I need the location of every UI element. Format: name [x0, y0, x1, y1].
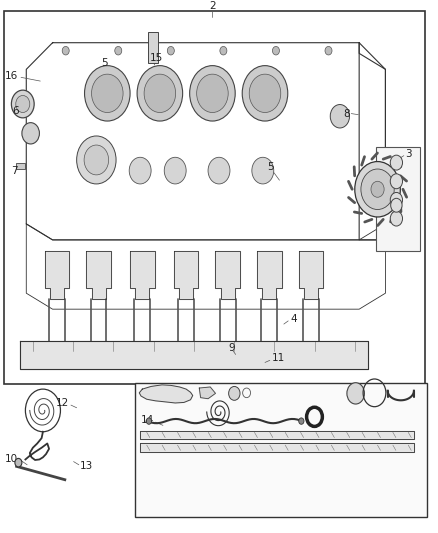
Circle shape — [355, 161, 400, 217]
Bar — [148, 32, 158, 63]
Text: 2: 2 — [209, 2, 216, 12]
Text: 16: 16 — [5, 71, 18, 81]
Circle shape — [330, 104, 350, 128]
Circle shape — [92, 74, 123, 112]
Circle shape — [85, 66, 130, 121]
Polygon shape — [20, 341, 368, 369]
Circle shape — [84, 145, 109, 175]
Text: 5: 5 — [267, 163, 274, 172]
Circle shape — [164, 157, 186, 184]
Circle shape — [137, 66, 183, 121]
Polygon shape — [45, 251, 69, 298]
Circle shape — [77, 136, 116, 184]
Circle shape — [390, 192, 403, 207]
Polygon shape — [130, 251, 155, 298]
Polygon shape — [140, 443, 414, 452]
Polygon shape — [359, 43, 385, 240]
Polygon shape — [299, 251, 323, 298]
Polygon shape — [139, 385, 193, 403]
Circle shape — [144, 74, 176, 112]
Circle shape — [115, 46, 122, 55]
Text: 12: 12 — [56, 399, 69, 408]
Circle shape — [299, 418, 304, 424]
Circle shape — [11, 90, 34, 118]
Text: 11: 11 — [272, 353, 285, 363]
Bar — [4, 11, 425, 384]
Circle shape — [249, 74, 281, 112]
Polygon shape — [215, 251, 240, 298]
Circle shape — [390, 155, 403, 170]
Polygon shape — [140, 431, 414, 439]
Circle shape — [62, 46, 69, 55]
Polygon shape — [86, 251, 111, 298]
Circle shape — [197, 74, 228, 112]
Bar — [376, 147, 420, 251]
Circle shape — [390, 211, 403, 226]
Circle shape — [129, 157, 151, 184]
Text: 4: 4 — [290, 314, 297, 324]
Circle shape — [167, 46, 174, 55]
Text: 5: 5 — [101, 58, 108, 68]
Bar — [135, 383, 427, 517]
Circle shape — [325, 46, 332, 55]
Text: 10: 10 — [5, 455, 18, 464]
Circle shape — [252, 157, 274, 184]
Circle shape — [208, 157, 230, 184]
Text: 14: 14 — [141, 415, 154, 425]
Text: 3: 3 — [405, 149, 412, 158]
Circle shape — [15, 458, 22, 467]
Text: 7: 7 — [11, 166, 18, 175]
Polygon shape — [199, 387, 215, 399]
Circle shape — [146, 418, 152, 424]
Circle shape — [229, 386, 240, 400]
Circle shape — [190, 66, 235, 121]
Circle shape — [390, 174, 403, 189]
Text: 15: 15 — [150, 53, 163, 63]
Polygon shape — [257, 251, 282, 298]
Circle shape — [347, 383, 364, 404]
Circle shape — [391, 198, 402, 212]
Circle shape — [361, 169, 394, 209]
Circle shape — [242, 66, 288, 121]
Polygon shape — [174, 251, 198, 298]
Circle shape — [22, 123, 39, 144]
Bar — [16, 163, 25, 169]
Circle shape — [16, 95, 30, 112]
Text: 8: 8 — [343, 109, 350, 118]
Circle shape — [220, 46, 227, 55]
Text: 6: 6 — [12, 106, 18, 116]
Text: 9: 9 — [228, 343, 235, 352]
Circle shape — [371, 181, 384, 197]
Text: 13: 13 — [80, 462, 93, 471]
Circle shape — [272, 46, 279, 55]
Polygon shape — [26, 43, 385, 240]
Polygon shape — [26, 224, 385, 309]
